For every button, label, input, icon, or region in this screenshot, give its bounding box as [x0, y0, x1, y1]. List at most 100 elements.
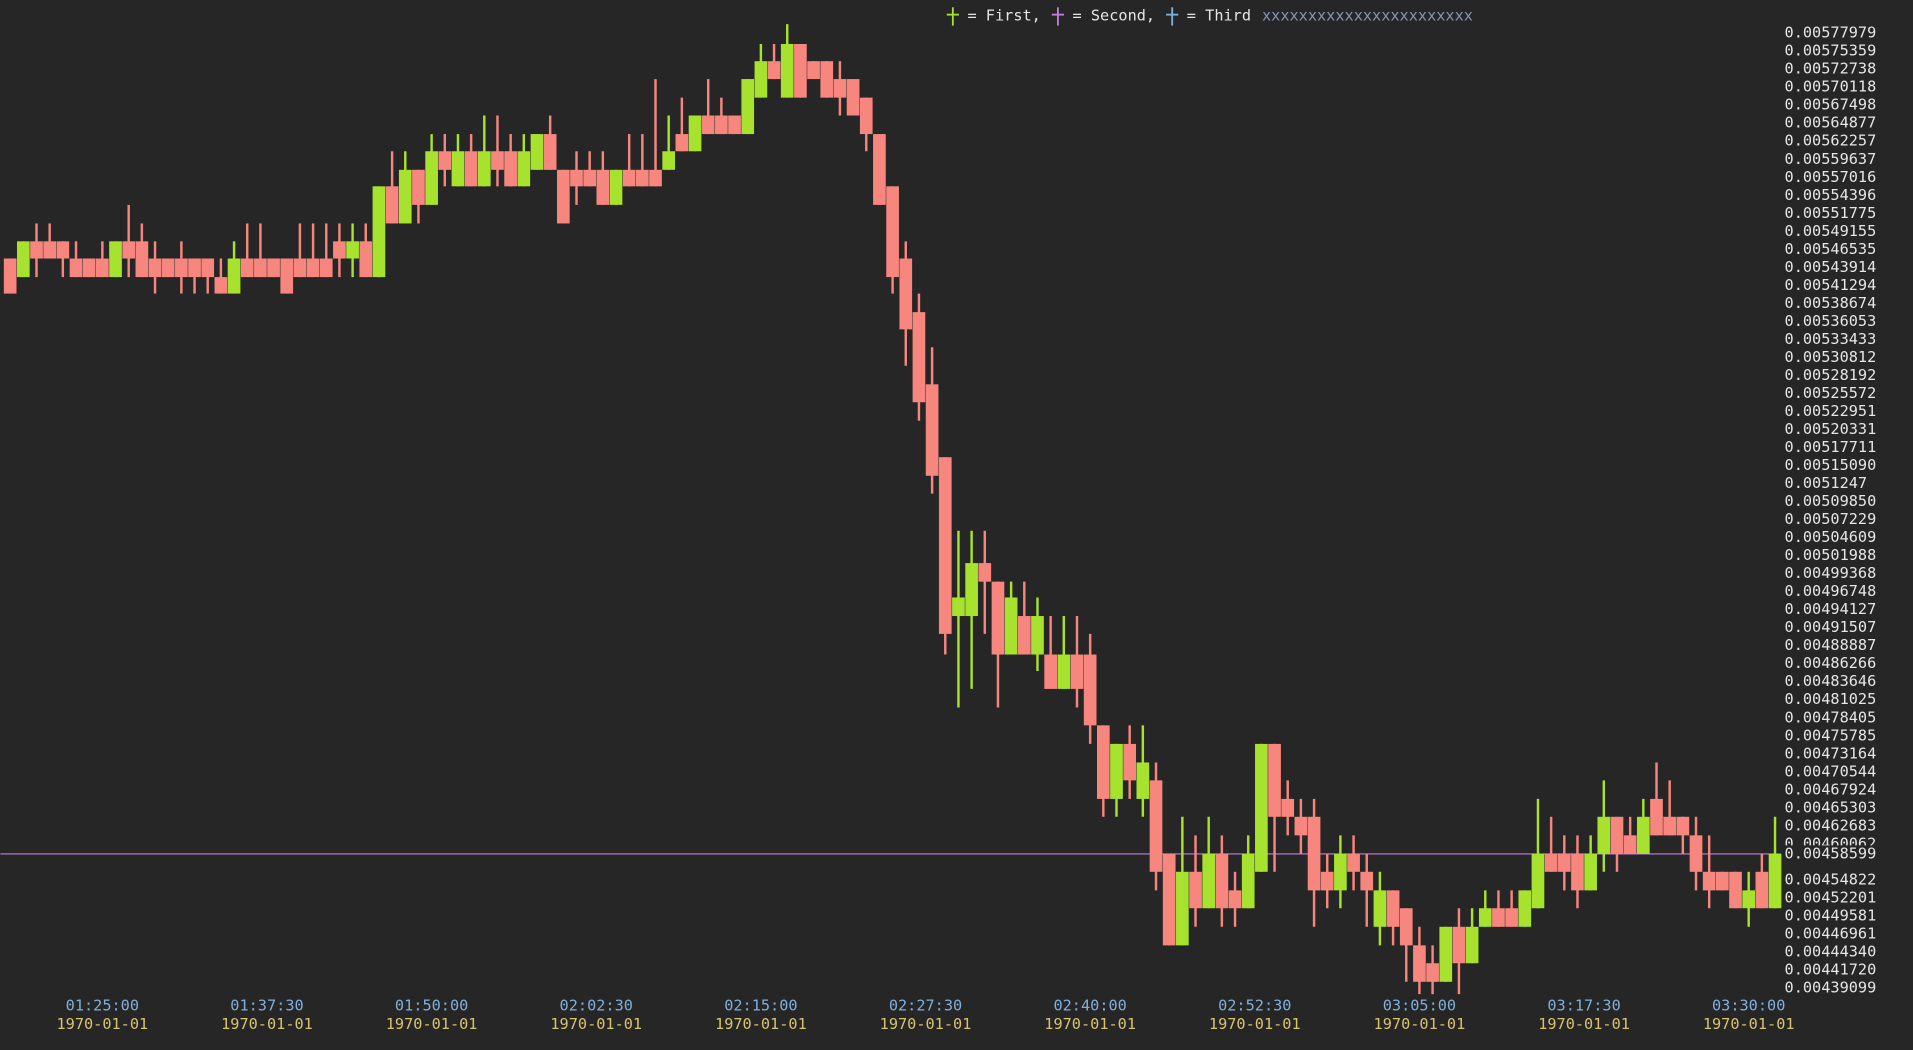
- x-tick-date: 1970-01-01: [221, 1015, 313, 1033]
- candle-body: [293, 258, 307, 278]
- candle-body: [1492, 908, 1505, 927]
- candle-body: [175, 258, 188, 278]
- candle-body: [359, 241, 373, 278]
- candle-body: [675, 134, 689, 152]
- candle-body: [873, 134, 886, 205]
- candle-body: [1571, 853, 1584, 891]
- candle-body: [82, 258, 96, 278]
- candle-body: [833, 79, 847, 98]
- candle-body: [398, 169, 412, 224]
- candle-body: [1334, 853, 1347, 891]
- candle-body: [701, 115, 715, 135]
- candle-body: [1176, 871, 1189, 946]
- candle-body: [1584, 853, 1597, 891]
- y-tick-label: 0.00570118: [1785, 78, 1877, 96]
- candle-body: [1268, 743, 1281, 817]
- candle-body: [1426, 963, 1439, 982]
- candle-body: [240, 258, 254, 278]
- y-tick-label: 0.00454822: [1785, 870, 1877, 888]
- candle-body: [1347, 853, 1360, 872]
- y-tick-label: 0.00486266: [1785, 654, 1877, 672]
- candle-body: [1636, 816, 1650, 854]
- candle-body: [1689, 835, 1703, 872]
- y-tick-label: 0.00444340: [1785, 942, 1877, 960]
- y-tick-label: 0.00541294: [1785, 276, 1877, 294]
- candle-body: [1228, 890, 1242, 909]
- candle-body: [583, 169, 597, 187]
- y-tick-label: 0.00572738: [1785, 60, 1877, 78]
- candle-body: [1676, 816, 1690, 836]
- candle-body: [385, 186, 399, 224]
- candle-body: [1755, 871, 1769, 909]
- x-tick-date: 1970-01-01: [1374, 1015, 1466, 1033]
- candle-body: [543, 134, 557, 170]
- y-tick-label: 0.00564877: [1785, 114, 1877, 132]
- x-tick-label: 02:15:00: [724, 997, 797, 1015]
- candle-body: [1149, 780, 1163, 872]
- candle-body: [16, 241, 30, 278]
- candle-body: [859, 97, 873, 135]
- candle-body: [1663, 816, 1677, 836]
- candle-body: [1557, 853, 1571, 872]
- y-tick-label: 0.00520331: [1785, 420, 1877, 438]
- x-tick-date: 1970-01-01: [715, 1015, 807, 1033]
- candle-body: [1096, 725, 1110, 799]
- candle-body: [451, 151, 465, 187]
- candle-body: [188, 258, 201, 278]
- y-tick-label: 0.00549155: [1785, 222, 1877, 240]
- candle-body: [1162, 853, 1176, 946]
- y-tick-label: 0.00501988: [1785, 546, 1877, 564]
- candle-body: [636, 169, 649, 187]
- candle-body: [504, 151, 517, 187]
- x-tick-date: 1970-01-01: [56, 1015, 148, 1033]
- y-tick-label: 0.00551775: [1785, 204, 1877, 222]
- y-tick-label: 0.00525572: [1785, 384, 1877, 402]
- candle-body: [715, 115, 728, 135]
- candle-body: [965, 563, 978, 617]
- candle-body: [425, 151, 438, 205]
- candle-body: [530, 134, 544, 170]
- last-price-label-bg: [1782, 845, 1913, 863]
- candle-body: [596, 169, 610, 205]
- candle-body: [622, 169, 636, 187]
- candle-body: [1189, 871, 1202, 909]
- y-tick-label: 0.00509850: [1785, 492, 1877, 510]
- candle-body: [1202, 853, 1216, 909]
- candle-body: [1465, 926, 1479, 964]
- candle-body: [1413, 945, 1426, 982]
- candle-body: [1478, 908, 1492, 927]
- y-tick-label: 0.00494127: [1785, 600, 1877, 618]
- candle-body: [899, 258, 913, 330]
- y-tick-label: 0.00467924: [1785, 780, 1877, 798]
- last-price-label: 0.00458599: [1785, 844, 1877, 862]
- candle-body: [1716, 871, 1729, 891]
- candle-body: [952, 597, 965, 617]
- y-tick-label: 0.00504609: [1785, 528, 1877, 546]
- x-tick-label: 03:30:00: [1712, 997, 1785, 1015]
- candle-body: [464, 151, 478, 187]
- y-tick-label: 0.00538674: [1785, 294, 1877, 312]
- x-tick-date: 1970-01-01: [1044, 1015, 1136, 1033]
- candle-body: [109, 241, 122, 278]
- candle-body: [280, 258, 294, 294]
- x-tick-label: 01:37:30: [230, 997, 303, 1015]
- candle-body: [372, 186, 386, 278]
- y-tick-label: 0.00554396: [1785, 186, 1877, 204]
- y-tick-label: 0.00515090: [1785, 456, 1877, 474]
- candle-body: [477, 151, 491, 187]
- candle-body: [556, 169, 570, 224]
- y-tick-label: 0.00475785: [1785, 726, 1877, 744]
- x-tick-date: 1970-01-01: [1703, 1015, 1795, 1033]
- candle-body: [688, 115, 702, 152]
- candle-body: [1004, 597, 1018, 655]
- candle-body: [886, 186, 899, 278]
- y-tick-label: 0.00449581: [1785, 906, 1877, 924]
- candle-body: [319, 258, 333, 278]
- y-tick-label: 0.00452201: [1785, 888, 1877, 906]
- candle-body: [1531, 853, 1545, 909]
- y-tick-label: 0.00491507: [1785, 618, 1877, 636]
- candle-body: [148, 258, 162, 278]
- y-tick-label: 0.00488887: [1785, 636, 1877, 654]
- candle-body: [267, 258, 280, 278]
